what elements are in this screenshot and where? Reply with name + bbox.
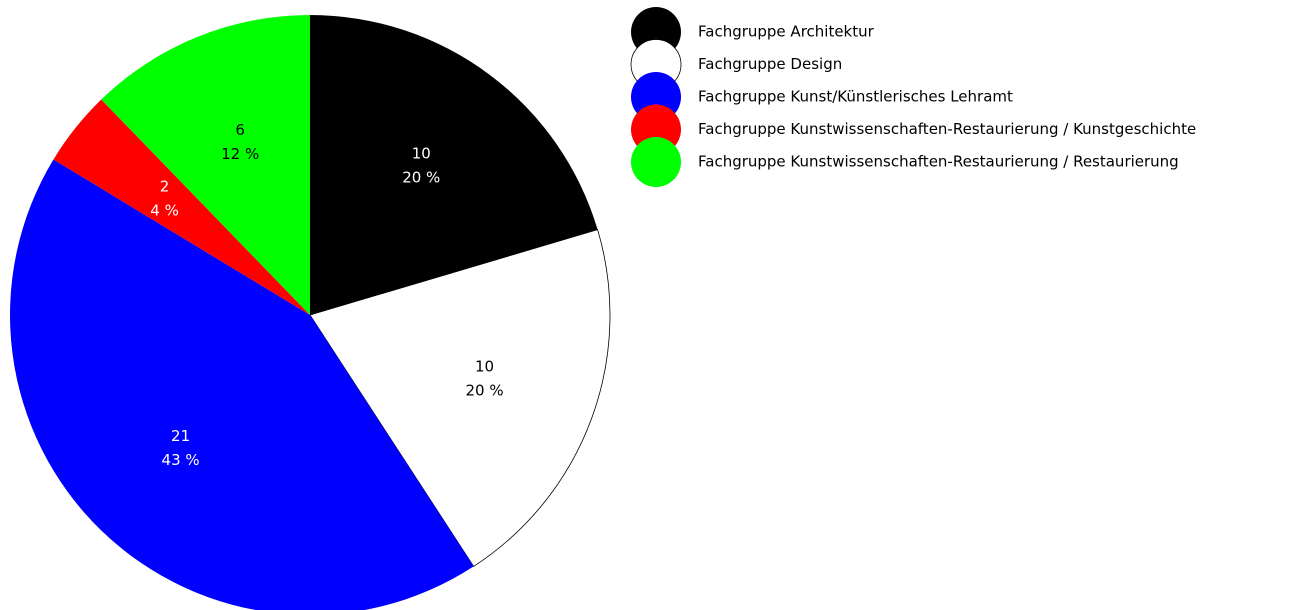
- legend-swatch: [631, 137, 681, 187]
- slice-value-label: 10: [475, 358, 494, 376]
- legend-label: Fachgruppe Kunstwissenschaften-Restaurie…: [698, 120, 1196, 138]
- legend-label: Fachgruppe Architektur: [698, 23, 875, 41]
- slice-value-label: 6: [235, 121, 245, 139]
- slice-value-label: 10: [412, 144, 431, 162]
- legend-label: Fachgruppe Kunstwissenschaften-Restaurie…: [698, 153, 1179, 171]
- pie-slice: [53, 99, 310, 315]
- slice-percent-label: 20 %: [466, 382, 504, 400]
- slice-percent-label: 20 %: [402, 168, 440, 186]
- slice-percent-label: 43 %: [162, 451, 200, 469]
- slice-value-label: 2: [160, 178, 170, 196]
- pie-slice: [309, 229, 611, 567]
- slice-value-label: 21: [171, 427, 190, 445]
- pie-slice: [10, 159, 474, 610]
- pie-slice: [310, 15, 598, 315]
- pie-slice: [101, 15, 311, 315]
- legend-label: Fachgruppe Kunst/Künstlerisches Lehramt: [698, 88, 1013, 106]
- legend-label: Fachgruppe Design: [698, 55, 842, 73]
- slice-percent-label: 12 %: [221, 145, 259, 163]
- slice-percent-label: 4 %: [150, 202, 179, 220]
